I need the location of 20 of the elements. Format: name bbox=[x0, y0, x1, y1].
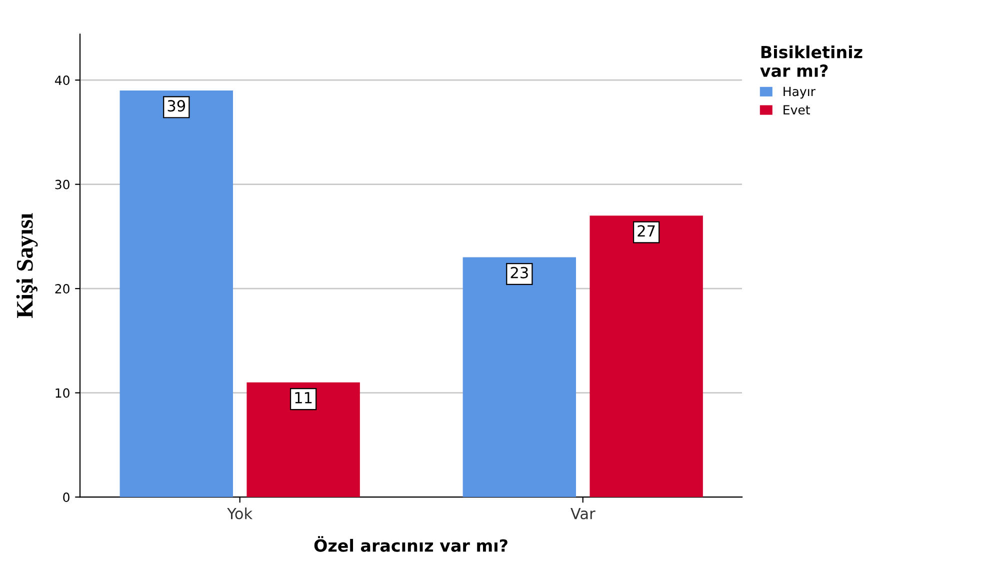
y-tick-label: 30 bbox=[55, 180, 70, 190]
legend-title: Bisikletiniz var mı? bbox=[760, 45, 862, 78]
legend-label: Hayır bbox=[784, 86, 816, 99]
y-tick-label: 10 bbox=[56, 388, 70, 398]
data-label: 39 bbox=[168, 100, 186, 112]
bar bbox=[246, 382, 360, 498]
data-label: 27 bbox=[638, 225, 655, 236]
data-label: 11 bbox=[295, 392, 312, 404]
x-tick-label: Yok bbox=[227, 507, 253, 520]
bar bbox=[590, 216, 703, 498]
data-label: 23 bbox=[510, 266, 528, 278]
y-tick-label: 40 bbox=[54, 76, 70, 86]
x-tick-label: Var bbox=[570, 508, 596, 520]
bar bbox=[120, 90, 233, 498]
bar bbox=[462, 257, 576, 498]
x-axis-title: Özel aracınız var mı? bbox=[314, 536, 508, 552]
y-axis-title: Kişi Sayısı bbox=[16, 213, 38, 318]
legend-label: Evet bbox=[784, 105, 810, 115]
y-tick-label: 0 bbox=[63, 492, 70, 502]
y-tick-label: 20 bbox=[55, 284, 70, 294]
